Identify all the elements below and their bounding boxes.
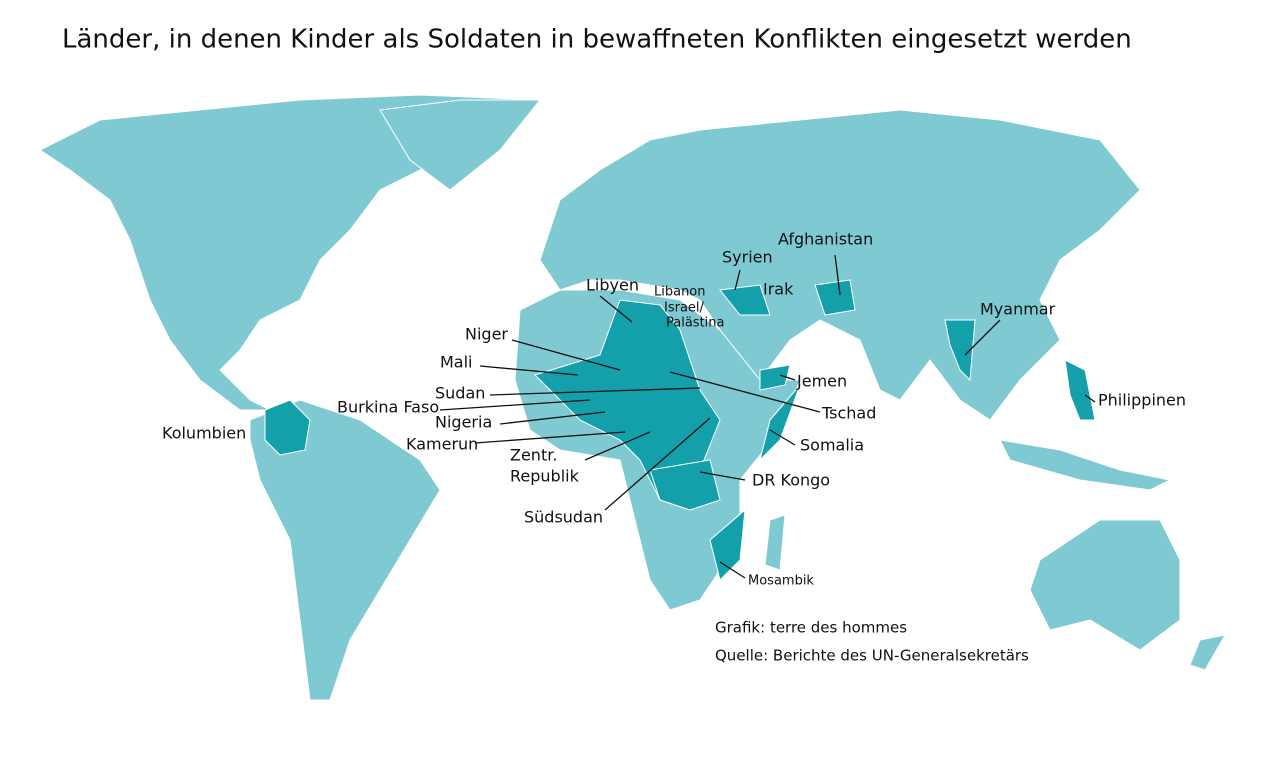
country-label: Palästina [666,316,725,331]
country-label: Libyen [586,276,639,295]
country-label: Republik [510,467,580,486]
country-label: Mali [440,353,473,372]
country-label: Jemen [796,372,847,391]
title: Länder, in denen Kinder als Soldaten in … [62,25,1132,55]
country-label: Tschad [821,404,876,423]
country-label: Afghanistan [778,230,873,249]
country-label: Irak [763,280,794,299]
credit: Grafik: terre des hommes [715,619,907,637]
country-label: Israel/ [664,301,705,316]
country-label: Zentr. [510,446,557,465]
country-label: Südsudan [524,508,603,527]
country-labels: Afghanistan Syrien Libyen Libanon Israel… [162,230,1186,589]
country-label: Niger [465,325,508,344]
country-label: Sudan [435,384,485,403]
country-label: Libanon [654,285,706,300]
credit: Quelle: Berichte des UN-Generalsekretärs [715,647,1029,665]
country-label: DR Kongo [752,471,830,490]
country-label: Syrien [722,248,773,267]
leader-lines [439,254,1096,579]
country-label: Nigeria [435,413,492,432]
country-label: Mosambik [748,574,814,589]
country-label: Kolumbien [162,424,246,443]
country-label: Myanmar [980,300,1056,319]
country-label: Somalia [800,436,864,455]
country-label: Kamerun [406,435,478,454]
country-label: Burkina Faso [337,398,439,417]
country-label: Philippinen [1098,391,1186,410]
